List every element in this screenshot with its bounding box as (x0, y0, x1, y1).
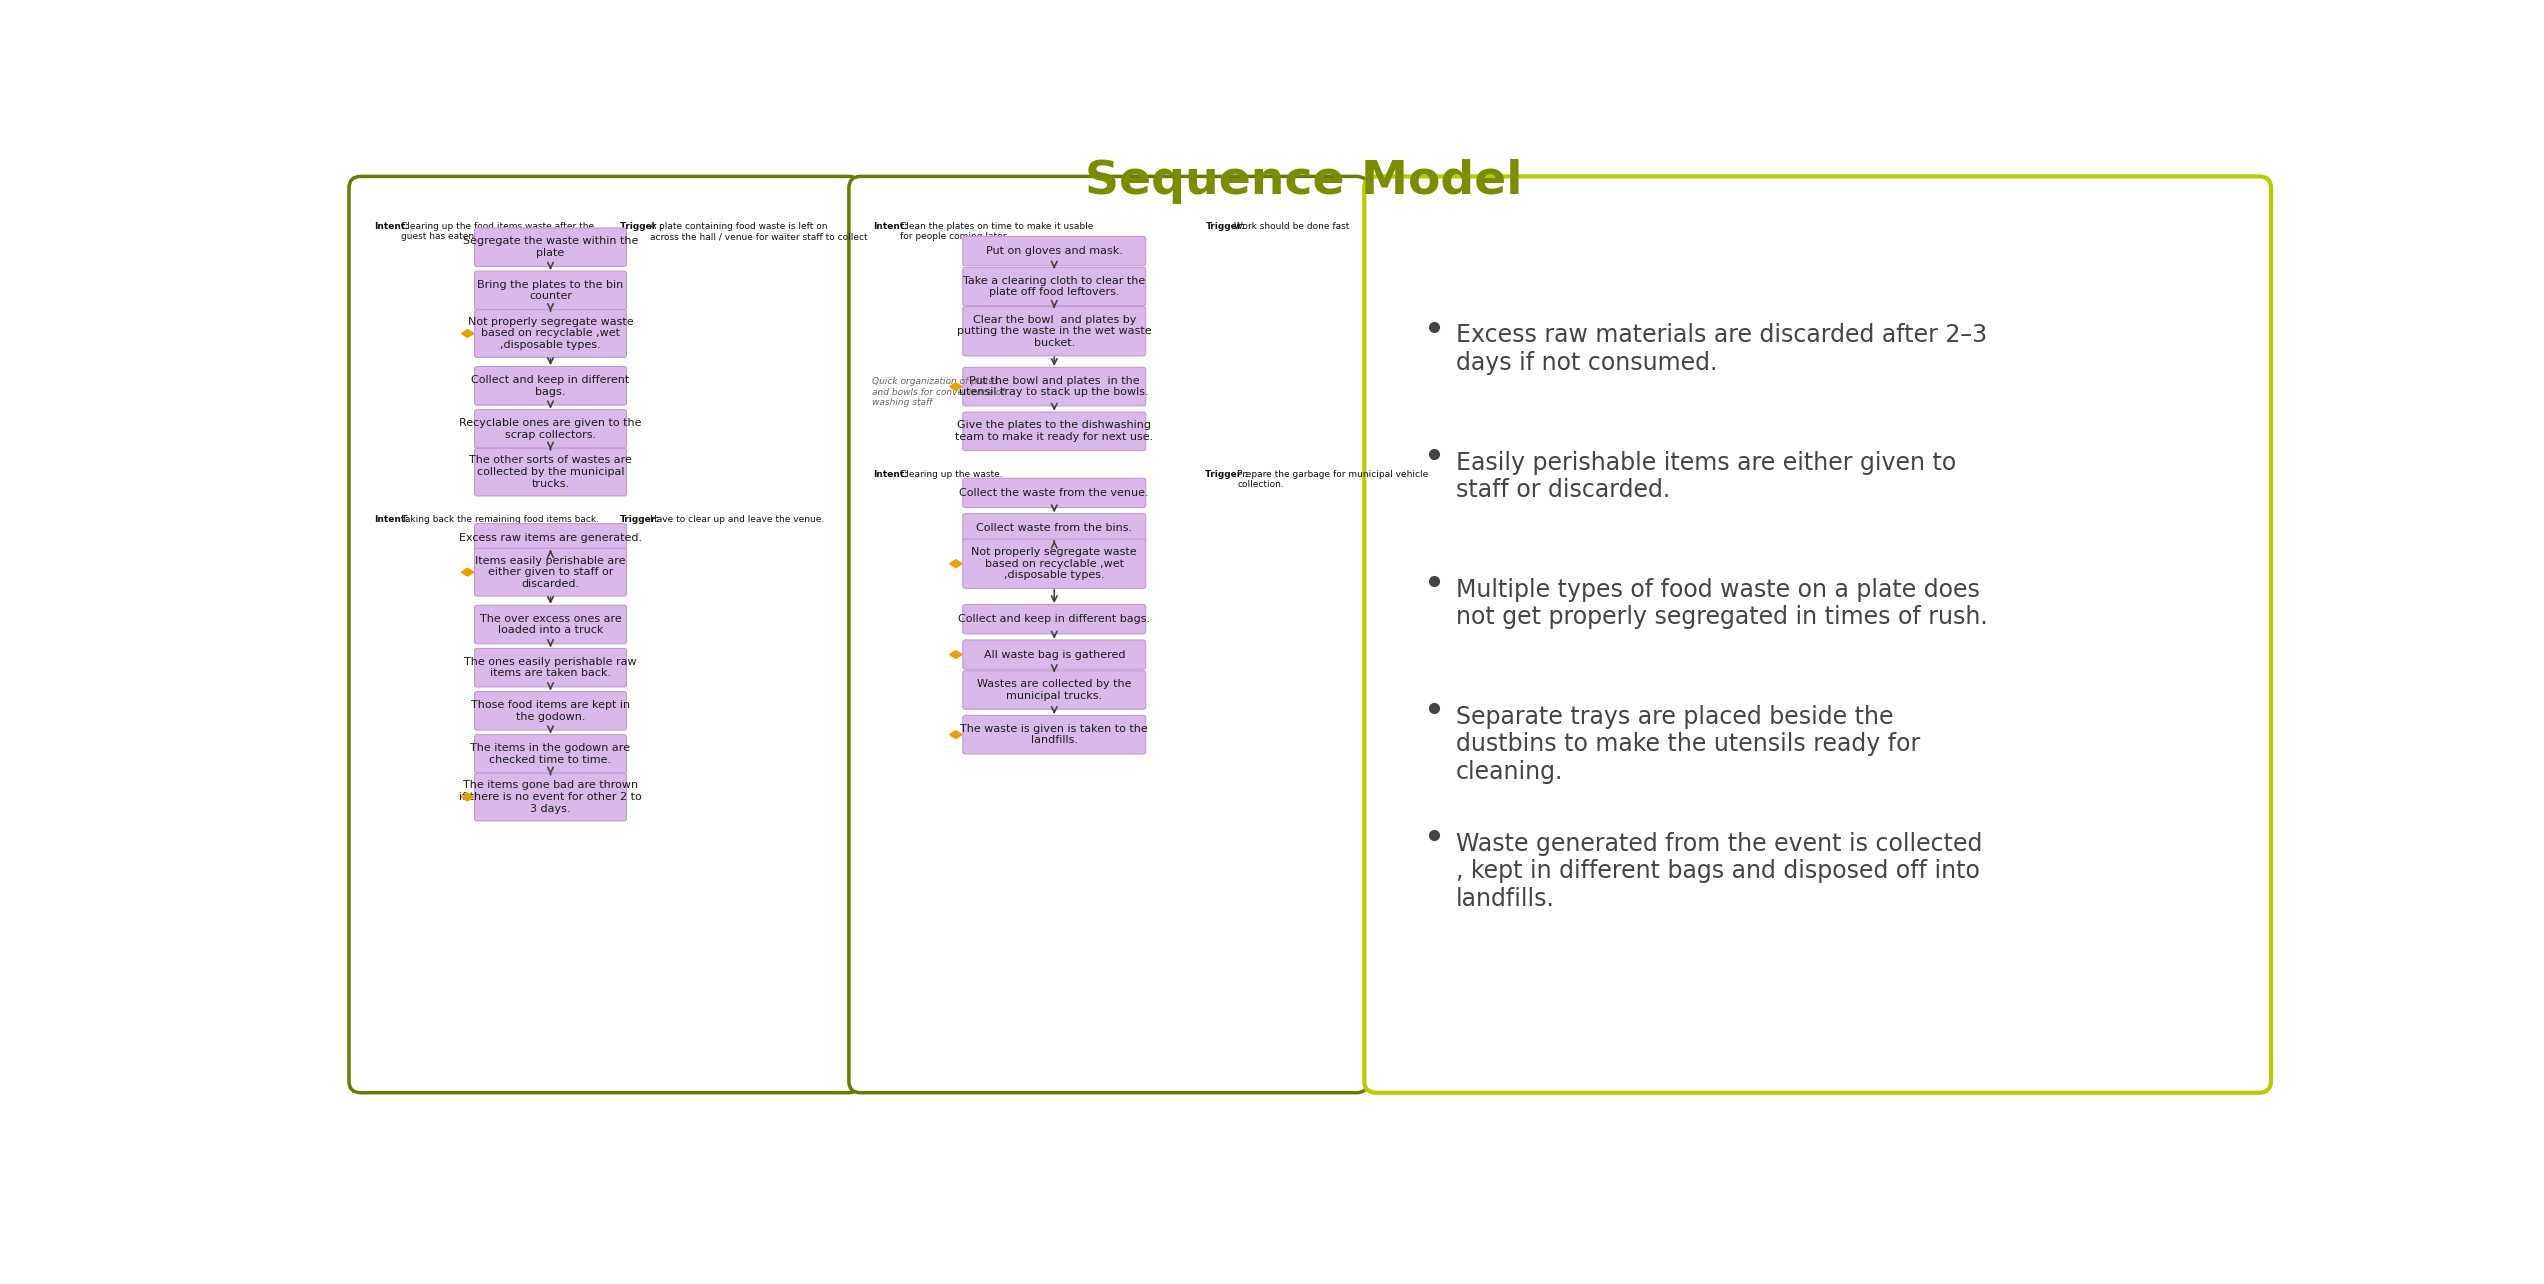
Text: Segregate the waste within the
plate: Segregate the waste within the plate (463, 236, 639, 258)
Text: Trigger:: Trigger: (1206, 222, 1244, 231)
Text: Work should be done fast: Work should be done fast (1234, 222, 1348, 231)
Polygon shape (460, 330, 473, 338)
Text: Excess raw materials are discarded after 2–3
days if not consumed.: Excess raw materials are discarded after… (1455, 324, 1987, 375)
FancyBboxPatch shape (476, 367, 626, 404)
Text: All waste bag is gathered: All waste bag is gathered (985, 650, 1124, 660)
Text: Clear the bowl  and plates by
putting the waste in the wet waste
bucket.: Clear the bowl and plates by putting the… (957, 315, 1152, 348)
Text: Collect the waste from the venue.: Collect the waste from the venue. (959, 488, 1150, 498)
FancyBboxPatch shape (476, 548, 626, 596)
Text: Excess raw items are generated.: Excess raw items are generated. (458, 533, 641, 543)
Text: Have to clear up and leave the venue.: Have to clear up and leave the venue. (649, 515, 824, 524)
FancyBboxPatch shape (962, 715, 1145, 754)
FancyBboxPatch shape (962, 539, 1145, 588)
Text: Trigger :: Trigger : (621, 222, 664, 231)
Text: Bring the plates to the bin
counter: Bring the plates to the bin counter (478, 280, 623, 302)
FancyBboxPatch shape (962, 267, 1145, 306)
FancyBboxPatch shape (476, 734, 626, 773)
Text: Trigger:: Trigger: (621, 515, 659, 524)
Text: Items easily perishable are
either given to staff or
discarded.: Items easily perishable are either given… (476, 556, 626, 589)
Text: Intent:: Intent: (873, 222, 908, 231)
Polygon shape (949, 731, 962, 738)
Polygon shape (460, 569, 473, 577)
Text: Sequence Model: Sequence Model (1086, 159, 1521, 204)
Text: Quick organization of plates
and bowls for convenience of
washing staff: Quick organization of plates and bowls f… (873, 377, 1005, 407)
Text: Put the bowl and plates  in the
utensil tray to stack up the bowls.: Put the bowl and plates in the utensil t… (959, 376, 1150, 398)
FancyBboxPatch shape (476, 773, 626, 820)
FancyBboxPatch shape (476, 692, 626, 731)
Text: Not properly segregate waste
based on recyclable ,wet
,disposable types.: Not properly segregate waste based on re… (468, 317, 633, 351)
Text: Give the plates to the dishwashing
team to make it ready for next use.: Give the plates to the dishwashing team … (954, 420, 1152, 442)
FancyBboxPatch shape (962, 367, 1145, 406)
FancyBboxPatch shape (962, 236, 1145, 266)
FancyBboxPatch shape (476, 410, 626, 448)
Text: The ones easily perishable raw
items are taken back.: The ones easily perishable raw items are… (463, 657, 636, 678)
FancyBboxPatch shape (476, 524, 626, 553)
Text: The over excess ones are
loaded into a truck: The over excess ones are loaded into a t… (481, 614, 621, 636)
Text: Separate trays are placed beside the
dustbins to make the utensils ready for
cle: Separate trays are placed beside the dus… (1455, 705, 1921, 785)
Text: Intent:: Intent: (873, 470, 908, 479)
Polygon shape (949, 383, 962, 390)
Text: Clean the plates on time to make it usable
for people coming later.: Clean the plates on time to make it usab… (901, 222, 1094, 241)
FancyBboxPatch shape (962, 639, 1145, 669)
Text: The other sorts of wastes are
collected by the municipal
trucks.: The other sorts of wastes are collected … (468, 456, 631, 489)
Text: Waste generated from the event is collected
, kept in different bags and dispose: Waste generated from the event is collec… (1455, 832, 1982, 912)
Text: Easily perishable items are either given to
staff or discarded.: Easily perishable items are either given… (1455, 451, 1956, 502)
Text: Clearing up the waste.: Clearing up the waste. (901, 470, 1002, 479)
Text: Collect and keep in different bags.: Collect and keep in different bags. (959, 614, 1150, 624)
Text: A plate containing food waste is left on
across the hall / venue for waiter staf: A plate containing food waste is left on… (649, 222, 868, 241)
FancyBboxPatch shape (962, 605, 1145, 634)
FancyBboxPatch shape (962, 478, 1145, 507)
Text: Wastes are collected by the
municipal trucks.: Wastes are collected by the municipal tr… (977, 679, 1132, 701)
FancyBboxPatch shape (962, 670, 1145, 709)
Text: Trigger :: Trigger : (1206, 470, 1249, 479)
FancyBboxPatch shape (349, 176, 860, 1093)
Polygon shape (949, 560, 962, 568)
Text: Taking back the remaining food items back.: Taking back the remaining food items bac… (402, 515, 598, 524)
Text: Take a clearing cloth to clear the
plate off food leftovers.: Take a clearing cloth to clear the plate… (964, 276, 1145, 298)
Text: Those food items are kept in
the godown.: Those food items are kept in the godown. (471, 700, 631, 722)
FancyBboxPatch shape (476, 229, 626, 267)
Text: Put on gloves and mask.: Put on gloves and mask. (987, 247, 1122, 256)
FancyBboxPatch shape (476, 648, 626, 687)
Polygon shape (949, 651, 962, 659)
Text: Clearing up the food items waste after the
guest has eaten.: Clearing up the food items waste after t… (402, 222, 595, 241)
Text: Not properly segregate waste
based on recyclable ,wet
,disposable types.: Not properly segregate waste based on re… (972, 547, 1137, 580)
Text: Collect waste from the bins.: Collect waste from the bins. (977, 524, 1132, 533)
Text: The items gone bad are thrown
if there is no event for other 2 to
3 days.: The items gone bad are thrown if there i… (458, 781, 641, 814)
FancyBboxPatch shape (850, 176, 1369, 1093)
FancyBboxPatch shape (962, 307, 1145, 356)
FancyBboxPatch shape (962, 412, 1145, 451)
FancyBboxPatch shape (476, 605, 626, 643)
Text: The items in the godown are
checked time to time.: The items in the godown are checked time… (471, 743, 631, 765)
Text: Recyclable ones are given to the
scrap collectors.: Recyclable ones are given to the scrap c… (460, 419, 641, 439)
FancyBboxPatch shape (476, 448, 626, 496)
Polygon shape (460, 794, 473, 801)
FancyBboxPatch shape (1364, 176, 2272, 1093)
FancyBboxPatch shape (476, 309, 626, 357)
Text: Intent:: Intent: (374, 515, 410, 524)
Text: Prepare the garbage for municipal vehicle
collection.: Prepare the garbage for municipal vehicl… (1236, 470, 1427, 489)
Text: Collect and keep in different
bags.: Collect and keep in different bags. (471, 375, 628, 397)
Text: Intent:: Intent: (374, 222, 410, 231)
FancyBboxPatch shape (476, 271, 626, 309)
Text: The waste is given is taken to the
landfills.: The waste is given is taken to the landf… (962, 724, 1147, 746)
Text: Multiple types of food waste on a plate does
not get properly segregated in time: Multiple types of food waste on a plate … (1455, 578, 1987, 629)
FancyBboxPatch shape (962, 514, 1145, 543)
